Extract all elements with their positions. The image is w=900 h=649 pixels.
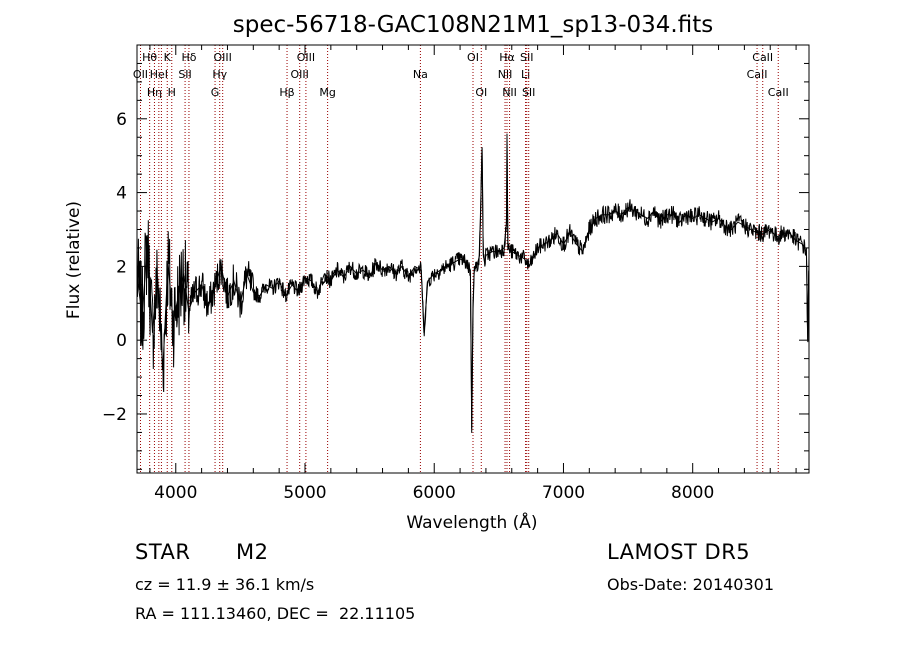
line-marker-label-27: CaII bbox=[768, 86, 789, 99]
object-subclass: M2 bbox=[236, 540, 269, 564]
x-axis: 4000 5000 6000 7000 8000 bbox=[149, 45, 797, 503]
line-marker-label-1: Hθ bbox=[142, 51, 157, 64]
y-tick-label: 6 bbox=[116, 110, 127, 130]
spectrum-anchor-line bbox=[136, 133, 810, 429]
line-marker-label-22: Li bbox=[521, 68, 530, 81]
line-marker-label-14: OIII bbox=[297, 51, 315, 64]
object-class: STAR bbox=[135, 540, 191, 564]
x-tick-label: 4000 bbox=[154, 483, 197, 503]
x-tick-label: 6000 bbox=[413, 483, 456, 503]
line-marker-label-7: SII bbox=[178, 68, 191, 81]
redshift-velocity: cz = 11.9 ± 36.1 km/s bbox=[135, 575, 315, 594]
line-marker-label-13: OIII bbox=[291, 68, 309, 81]
line-marker-label-9: G bbox=[211, 86, 220, 99]
line-marker-label-23: SII bbox=[520, 51, 533, 64]
line-marker-label-3: HeI bbox=[150, 68, 168, 81]
y-tick-label: 2 bbox=[116, 257, 127, 277]
chart-title: spec-56718-GAC108N21M1_sp13-034.fits bbox=[233, 12, 713, 38]
spectrum-series bbox=[136, 133, 810, 433]
x-tick-label: 7000 bbox=[542, 483, 585, 503]
sky-coordinates: RA = 111.13460, DEC = 22.11105 bbox=[135, 604, 416, 623]
y-axis: −2 0 2 4 6 bbox=[102, 62, 809, 470]
line-marker-label-11: OIII bbox=[213, 51, 231, 64]
y-tick-label: −2 bbox=[102, 405, 127, 425]
line-marker-label-8: Hδ bbox=[181, 51, 196, 64]
line-marker-label-12: Hβ bbox=[279, 86, 294, 99]
line-marker-label-25: CaII bbox=[747, 68, 768, 81]
line-marker-label-10: Hγ bbox=[212, 68, 227, 81]
line-marker-label-18: OI bbox=[475, 86, 487, 99]
line-marker-label-21: NII bbox=[502, 86, 517, 99]
observation-date: Obs-Date: 20140301 bbox=[607, 575, 775, 594]
line-marker-label-0: OII bbox=[133, 68, 148, 81]
y-axis-label: Flux (relative) bbox=[64, 201, 84, 319]
line-marker-label-5: K bbox=[164, 51, 172, 64]
line-marker-label-15: Mg bbox=[319, 86, 335, 99]
plot-frame bbox=[136, 44, 810, 474]
line-marker-label-19: NII bbox=[498, 68, 513, 81]
line-marker-label-17: OI bbox=[467, 51, 479, 64]
line-marker-label-2: Hη bbox=[147, 86, 162, 99]
y-tick-label: 0 bbox=[116, 331, 127, 351]
line-marker-label-6: H bbox=[168, 86, 176, 99]
x-axis-label: Wavelength (Å) bbox=[406, 511, 537, 533]
survey-name: LAMOST DR5 bbox=[607, 540, 751, 564]
line-marker-label-16: Na bbox=[413, 68, 428, 81]
x-tick-label: 8000 bbox=[671, 483, 714, 503]
y-tick-label: 4 bbox=[116, 184, 127, 204]
line-marker-label-24: SII bbox=[522, 86, 535, 99]
x-tick-label: 5000 bbox=[283, 483, 326, 503]
line-marker-label-26: CaII bbox=[752, 51, 773, 64]
line-marker-label-20: Hα bbox=[499, 51, 515, 64]
